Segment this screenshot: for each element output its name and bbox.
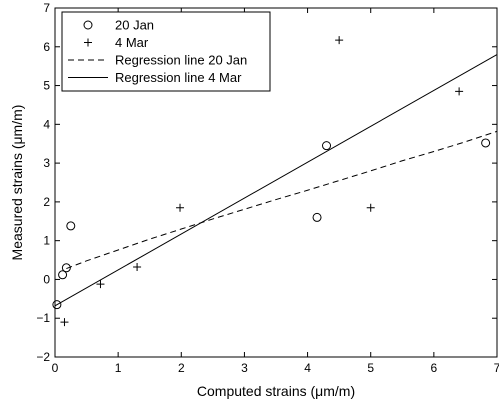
data-point-plus: [176, 203, 185, 212]
legend-label: Regression line 4 Mar: [115, 70, 242, 85]
legend-label: Regression line 20 Jan: [115, 53, 247, 68]
data-point-plus: [335, 36, 344, 45]
y-tick-label: 7: [43, 1, 50, 15]
series-line-3: [54, 54, 498, 307]
data-point-circle: [481, 138, 491, 148]
data-point-circle: [322, 141, 332, 151]
y-tick-label: 3: [43, 156, 50, 170]
x-tick-label: 4: [304, 361, 311, 375]
y-tick-label: −2: [36, 350, 50, 364]
x-tick-label: 6: [431, 361, 438, 375]
y-tick-label: 0: [43, 272, 50, 286]
regression-lines: [54, 54, 498, 307]
data-point-circle: [61, 263, 71, 273]
data-point-plus: [366, 203, 375, 212]
x-tick-label: 2: [178, 361, 185, 375]
data-point-circle: [58, 270, 68, 280]
y-tick-label: −1: [36, 311, 50, 325]
data-point-circle: [66, 221, 76, 231]
x-axis-title: Computed strains (μm/m): [197, 383, 355, 399]
series-line-2: [66, 130, 498, 270]
data-point-plus: [96, 280, 105, 289]
data-point-circle: [312, 212, 322, 222]
y-tick-label: 1: [43, 234, 50, 248]
x-tick-label: 0: [52, 361, 59, 375]
data-point-plus: [60, 318, 69, 327]
x-tick-label: 3: [241, 361, 248, 375]
x-tick-label: 7: [494, 361, 499, 375]
y-tick-label: 2: [43, 195, 50, 209]
data-point-plus: [133, 263, 142, 272]
data-point-circle: [52, 300, 62, 310]
legend: 20 Jan 4 Mar Regression line 20 Jan Regress…: [61, 11, 271, 92]
legend-circle-marker: [83, 20, 93, 30]
x-tick-label: 1: [115, 361, 122, 375]
x-tick-label: 5: [367, 361, 374, 375]
y-tick-label: 5: [43, 79, 50, 93]
data-point-plus: [455, 87, 464, 96]
y-tick-label: 4: [43, 117, 50, 131]
legend-label: 20 Jan: [115, 18, 154, 33]
y-tick-label: 6: [43, 40, 50, 54]
y-axis-title: Measured strains (μm/m): [9, 105, 25, 261]
legend-plus-marker: [84, 38, 92, 47]
legend-label: 4 Mar: [115, 35, 149, 50]
axis-ticks: 0 1 2 3 4 5 6 7 −2 −1 0 1 2 3 4 5 6 7: [36, 1, 499, 375]
data-markers: [52, 36, 491, 327]
